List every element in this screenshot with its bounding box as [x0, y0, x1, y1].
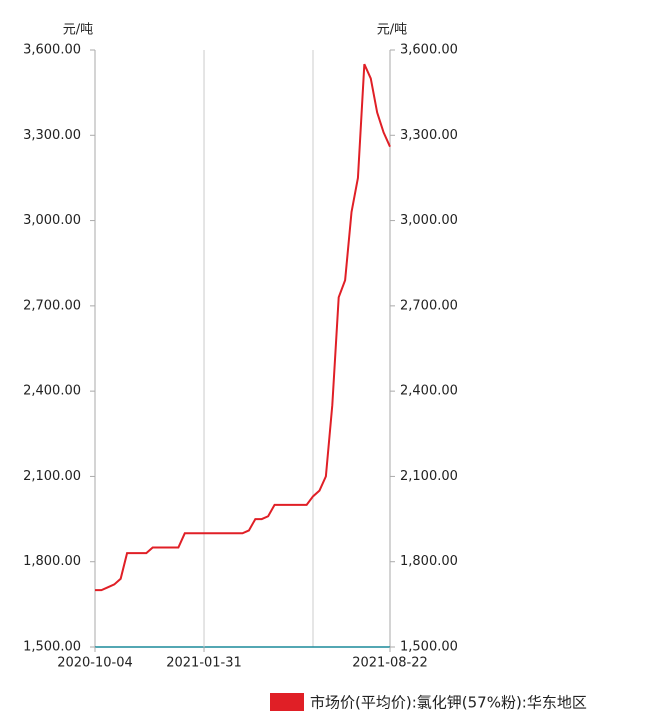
y-tick-label: 2,700.00 — [23, 298, 81, 313]
x-tick-label: 2021-08-22 — [352, 656, 428, 671]
y2-tick-label: 3,300.00 — [400, 128, 458, 143]
y2-tick-label: 3,000.00 — [400, 213, 458, 228]
y-tick-label: 3,600.00 — [23, 43, 81, 58]
y-tick-label: 2,400.00 — [23, 384, 81, 399]
y-tick-label: 2,100.00 — [23, 469, 81, 484]
y-unit-right: 元/吨 — [377, 23, 407, 38]
y2-tick-label: 3,600.00 — [400, 43, 458, 58]
y-tick-label: 3,300.00 — [23, 128, 81, 143]
x-tick-label: 2021-01-31 — [166, 656, 242, 671]
line-series — [95, 63, 391, 592]
y-unit-left: 元/吨 — [63, 23, 93, 38]
y-tick-label: 3,000.00 — [23, 213, 81, 228]
y2-tick-label: 2,100.00 — [400, 469, 458, 484]
y2-tick-label: 1,800.00 — [400, 554, 458, 569]
y2-tick-label: 2,700.00 — [400, 298, 458, 313]
y-tick-label: 1,800.00 — [23, 554, 81, 569]
y2-tick-label: 1,500.00 — [400, 640, 458, 655]
y-tick-label: 1,500.00 — [23, 640, 81, 655]
x-tick-label: 2020-10-04 — [57, 656, 133, 671]
y2-tick-label: 2,400.00 — [400, 384, 458, 399]
legend-label: 市场价(平均价):氯化钾(57%粉):华东地区 — [310, 694, 587, 712]
legend-swatch — [270, 693, 304, 711]
